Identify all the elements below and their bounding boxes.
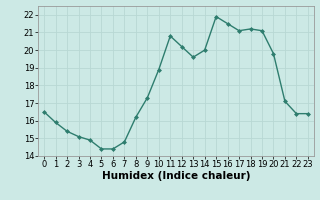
X-axis label: Humidex (Indice chaleur): Humidex (Indice chaleur) [102, 171, 250, 181]
